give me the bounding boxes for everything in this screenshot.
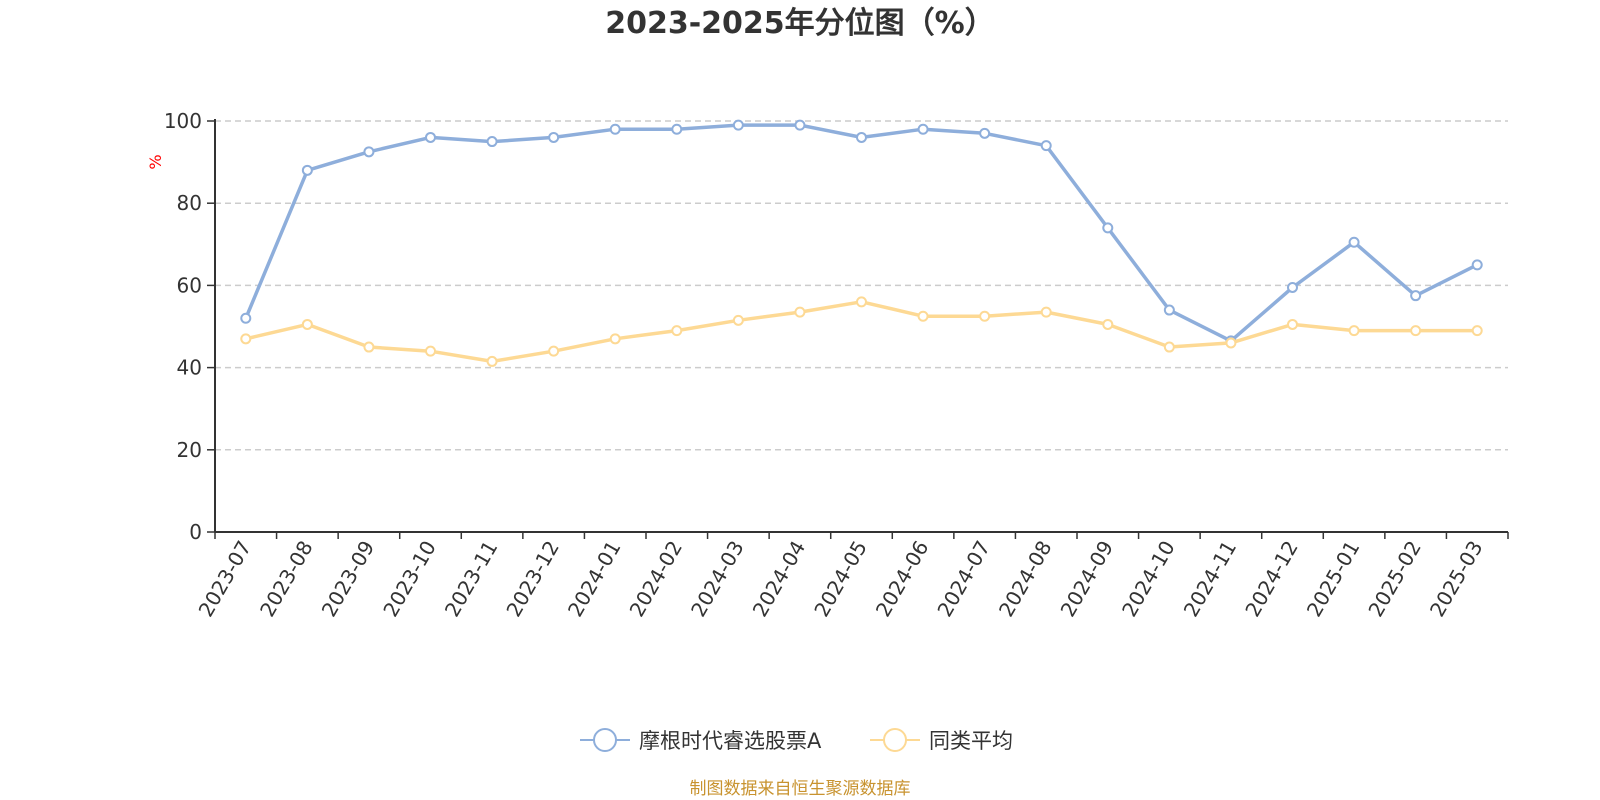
data-point xyxy=(671,325,683,337)
x-tick-label: 2024-07 xyxy=(932,536,995,620)
x-tick-label: 2024-05 xyxy=(809,537,872,621)
data-point xyxy=(979,127,991,139)
data-point xyxy=(486,355,498,367)
legend-label: 同类平均 xyxy=(929,729,1013,753)
x-tick-label: 2023-07 xyxy=(194,537,257,621)
data-point xyxy=(548,131,560,143)
chart-title: 2023-2025年分位图（%） xyxy=(605,6,995,41)
data-point xyxy=(240,312,252,324)
x-tick-label: 2024-12 xyxy=(1240,537,1303,621)
y-tick-label: 60 xyxy=(177,273,202,297)
data-point xyxy=(1040,140,1052,152)
data-point xyxy=(301,318,313,330)
data-point xyxy=(1471,325,1483,337)
data-point xyxy=(1225,337,1237,349)
legend-item[interactable]: 同类平均 xyxy=(870,728,1013,753)
y-tick-label: 100 xyxy=(164,109,202,133)
data-point xyxy=(609,333,621,345)
y-axis-unit: % xyxy=(146,154,165,169)
x-tick-label: 2024-09 xyxy=(1056,537,1119,621)
data-point xyxy=(1102,222,1114,234)
x-tick-label: 2025-02 xyxy=(1363,537,1426,621)
data-point xyxy=(1102,318,1114,330)
legend-label: 摩根时代睿选股票A xyxy=(639,729,822,753)
y-tick-label: 80 xyxy=(177,191,202,215)
x-tick-label: 2023-11 xyxy=(440,537,503,621)
data-point xyxy=(917,310,929,322)
x-tick-label: 2024-01 xyxy=(563,537,626,621)
data-point xyxy=(425,131,436,143)
data-point xyxy=(1040,306,1052,318)
series-line xyxy=(244,123,1478,343)
data-point xyxy=(1348,236,1360,248)
series-lines xyxy=(240,119,1483,367)
data-point xyxy=(1410,290,1422,302)
data-point xyxy=(1471,259,1483,271)
data-point xyxy=(1410,325,1422,337)
data-point xyxy=(1163,304,1175,316)
gridlines xyxy=(215,120,1508,451)
x-tick-label: 2024-11 xyxy=(1179,537,1242,621)
data-point xyxy=(671,123,683,135)
data-point xyxy=(979,310,991,322)
data-point xyxy=(794,119,806,131)
x-tick-label: 2024-08 xyxy=(994,537,1057,621)
x-tick-label: 2024-06 xyxy=(871,537,934,621)
x-tick-label: 2024-03 xyxy=(686,537,749,621)
legend-marker-icon xyxy=(883,728,907,752)
x-tick-label: 2023-08 xyxy=(255,537,318,621)
data-point xyxy=(794,306,806,318)
legend-item[interactable]: 摩根时代睿选股票A xyxy=(580,728,822,753)
y-tick-label: 40 xyxy=(177,356,202,380)
data-point xyxy=(609,123,621,135)
data-point xyxy=(1287,281,1298,293)
x-axis-ticks: 2023-072023-082023-092023-102023-112023-… xyxy=(194,532,1509,621)
series-1 xyxy=(240,119,1483,347)
data-point xyxy=(363,146,375,158)
data-point xyxy=(486,136,498,148)
data-point xyxy=(1163,341,1175,353)
data-point xyxy=(856,131,867,143)
y-axis-ticks: 0 20 40 60 80 100 xyxy=(164,109,215,544)
data-point xyxy=(732,119,744,131)
x-tick-label: 2023-12 xyxy=(501,537,564,621)
data-point xyxy=(732,314,744,326)
legend-marker-icon xyxy=(593,728,617,752)
x-tick-label: 2023-10 xyxy=(378,537,441,621)
data-point xyxy=(1348,325,1360,337)
data-point xyxy=(1287,318,1298,330)
x-tick-label: 2024-04 xyxy=(748,537,811,621)
x-tick-label: 2025-03 xyxy=(1425,537,1488,621)
y-tick-label: 0 xyxy=(189,520,202,544)
data-point xyxy=(548,345,560,357)
series-2 xyxy=(240,296,1483,367)
data-point xyxy=(301,164,313,176)
data-point xyxy=(363,341,375,353)
data-point xyxy=(856,296,867,308)
legend[interactable]: 摩根时代睿选股票A 同类平均 xyxy=(580,728,1013,753)
x-tick-label: 2024-02 xyxy=(625,537,688,621)
data-point xyxy=(240,333,252,345)
x-tick-label: 2025-01 xyxy=(1302,537,1365,621)
x-tick-label: 2024-10 xyxy=(1117,537,1180,621)
data-point xyxy=(917,123,929,135)
x-tick-label: 2023-09 xyxy=(317,537,380,621)
y-tick-label: 20 xyxy=(177,438,202,462)
data-source-note: 制图数据来自恒生聚源数据库 xyxy=(690,779,911,799)
axes xyxy=(214,119,1508,533)
data-point xyxy=(425,345,436,357)
